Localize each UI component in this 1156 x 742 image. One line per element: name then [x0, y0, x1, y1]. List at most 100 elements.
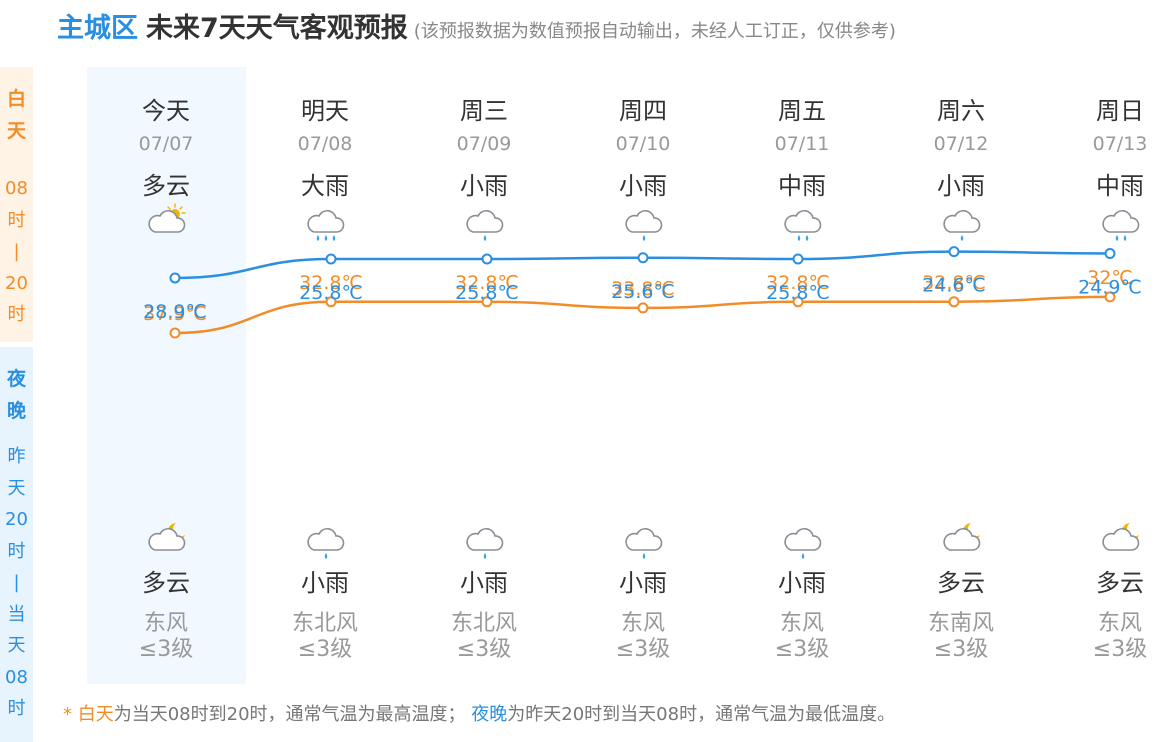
temp-point	[948, 246, 960, 258]
day-weather-icon	[245, 201, 405, 241]
date-label: 07/09	[456, 133, 512, 155]
wind-direction: 东北风	[450, 611, 517, 636]
wind-direction: 东南风	[927, 611, 994, 636]
wind-level: ≤3级	[933, 637, 989, 662]
wind-level: ≤3级	[456, 637, 512, 662]
wind-level: ≤3级	[297, 637, 353, 662]
light-rain-icon	[784, 528, 822, 559]
weekday-label: 周日	[1096, 97, 1144, 125]
day-weather-label: 中雨	[1096, 172, 1144, 200]
day-weather-label: 小雨	[619, 172, 667, 200]
date-label: 07/08	[297, 133, 353, 155]
day-weather-label: 中雨	[778, 172, 826, 200]
weekday-label: 周五	[778, 97, 826, 125]
today-highlight	[87, 67, 246, 684]
temp-point	[325, 253, 337, 265]
side-night-char: 晚	[6, 400, 26, 422]
wind-level: ≤3级	[1092, 637, 1148, 662]
temp-point	[481, 296, 493, 308]
side-day-range: 时	[7, 304, 26, 325]
wind-direction: 东风	[1097, 611, 1142, 636]
temp-label: 25.8℃	[766, 282, 830, 304]
cloudy-night-icon	[148, 523, 186, 551]
light-rain-icon	[466, 528, 504, 559]
night-weather-label: 小雨	[619, 569, 667, 597]
weekday-label: 今天	[142, 97, 190, 125]
side-night-range: 天	[7, 477, 26, 499]
wind-level: ≤3级	[774, 637, 830, 662]
day-weather-icon	[86, 201, 246, 241]
temp-point	[792, 296, 804, 308]
side-night-range: 时	[7, 698, 26, 719]
date-label: 07/12	[933, 133, 989, 155]
temp-point	[169, 327, 181, 339]
wind-direction: 东风	[143, 611, 188, 636]
weekday-label: 周六	[937, 97, 985, 125]
night-side-label: 夜 晚 昨 天 20 时 | 当 天 08 时	[0, 347, 33, 742]
light-rain-icon	[466, 210, 504, 241]
date-label: 07/07	[138, 133, 194, 155]
temp-label: 25.8℃	[455, 282, 519, 304]
side-night-char: 夜	[6, 368, 26, 390]
day-weather-label: 大雨	[301, 172, 349, 200]
temp-label: 37.9℃	[143, 303, 207, 325]
footer-star: *	[63, 704, 78, 725]
daytime-side-label: 白 天 08 时 | 20 时	[0, 67, 33, 342]
forecast-disclaimer: (该预报数据为数值预报自动输出，未经人工订正，仅供参考)	[413, 21, 896, 42]
page-title: 未来7天天气客观预报	[146, 13, 408, 44]
night-weather-icon	[86, 519, 246, 559]
weekday-label: 明天	[301, 97, 349, 125]
side-night-range: 20	[5, 509, 28, 530]
page-header: 主城区 未来7天天气客观预报 (该预报数据为数值预报自动输出，未经人工订正，仅供参考…	[57, 6, 896, 44]
weekday-label: 周三	[460, 97, 508, 125]
day-weather-icon	[404, 201, 564, 241]
light-rain-icon	[625, 528, 663, 559]
light-rain-icon	[943, 210, 981, 241]
temp-label: 24.6℃	[922, 275, 986, 297]
day-weather-label: 小雨	[460, 172, 508, 200]
light-rain-icon	[625, 210, 663, 241]
side-night-range: 天	[7, 635, 26, 656]
night-weather-label: 小雨	[460, 569, 508, 597]
footer-day-label: 白天	[77, 704, 114, 725]
night-weather-icon	[881, 519, 1041, 559]
night-weather-label: 多云	[142, 569, 190, 597]
side-day-range: 时	[7, 209, 26, 231]
side-night-range: 08	[5, 666, 28, 688]
side-day-range: 20	[5, 272, 28, 294]
night-weather-icon	[404, 519, 564, 559]
night-weather-icon	[245, 519, 405, 559]
day-weather-icon	[881, 201, 1041, 241]
temp-label: 33.8℃	[611, 278, 675, 300]
night-weather-icon	[722, 519, 882, 559]
temp-label: 25.8℃	[299, 282, 363, 304]
night-weather-label: 多云	[937, 569, 985, 597]
heavy-rain-icon	[307, 210, 345, 241]
temp-label: 32.8℃	[766, 272, 830, 294]
temp-label: 32.8℃	[299, 272, 363, 294]
temp-point	[637, 302, 649, 314]
temp-point	[325, 296, 337, 308]
wind-level: ≤3级	[615, 637, 671, 662]
temp-point	[792, 253, 804, 265]
side-day-range: |	[13, 241, 20, 262]
side-day-char: 白	[6, 88, 26, 110]
temp-label: 28.9℃	[143, 301, 207, 323]
side-day-char: 天	[6, 120, 26, 142]
wind-direction: 东北风	[291, 611, 358, 636]
night-weather-label: 小雨	[301, 569, 349, 597]
night-weather-label: 多云	[1096, 569, 1144, 597]
night-weather-icon	[1040, 519, 1156, 559]
side-day-range: 08	[5, 178, 28, 199]
temp-point	[1104, 291, 1116, 303]
day-weather-icon	[563, 201, 723, 241]
cloudy-night-icon	[1102, 523, 1140, 551]
temp-point	[637, 252, 649, 264]
footer-note: * 白天为当天08时到20时，通常气温为最高温度； 夜晚为昨天20时到当天08时…	[63, 700, 895, 726]
day-weather-label: 多云	[142, 172, 190, 200]
temp-label: 24.9℃	[1078, 276, 1142, 298]
temp-point	[948, 296, 960, 308]
city-name[interactable]: 主城区	[57, 13, 138, 44]
cloudy-day-icon	[148, 203, 186, 233]
